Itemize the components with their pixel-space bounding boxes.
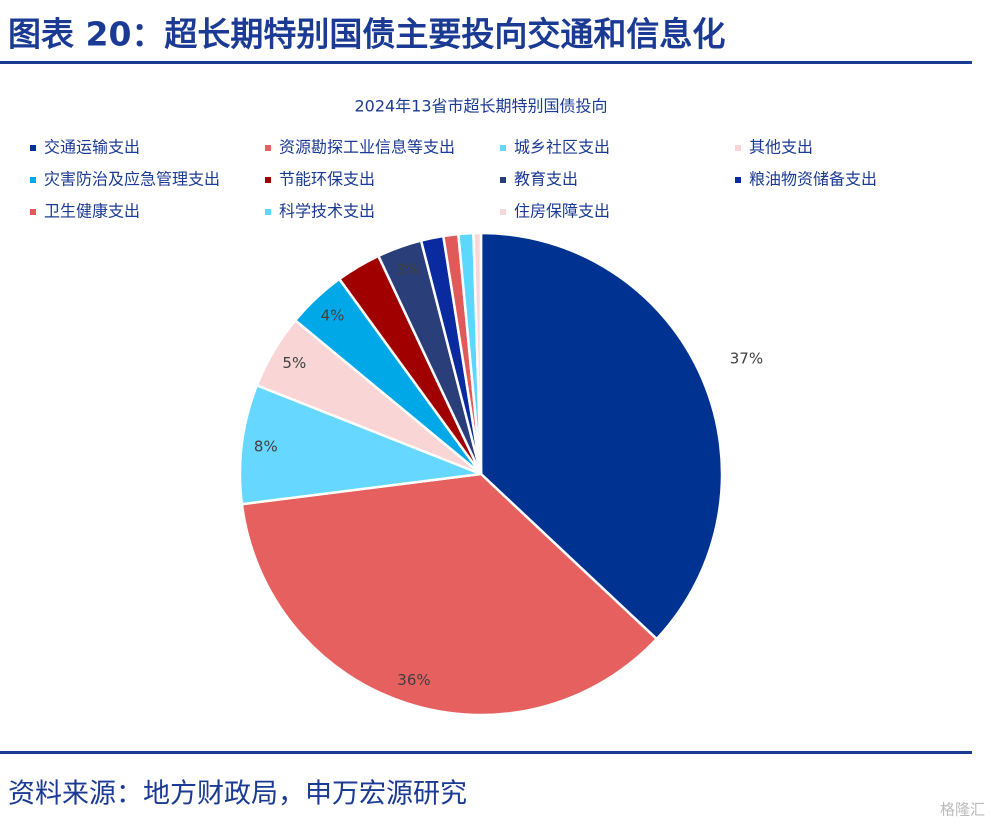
- legend-swatch: [265, 209, 271, 215]
- pie-slice: [479, 231, 724, 641]
- legend-swatch: [265, 145, 271, 151]
- legend-swatch: [30, 177, 36, 183]
- value-label: 36%: [397, 671, 430, 689]
- legend-label: 节能环保支出: [279, 170, 375, 189]
- legend-swatch: [500, 177, 506, 183]
- pie-slice: [238, 383, 482, 506]
- legend-swatch: [265, 177, 271, 183]
- chart-title: 2024年13省市超长期特别国债投向: [354, 97, 607, 116]
- legend-label: 粮油物资储备支出: [749, 170, 877, 189]
- source: 资料来源：地方财政局，申万宏源研究: [8, 779, 467, 810]
- value-label: 5%: [282, 354, 306, 372]
- legend-label: 资源勘探工业信息等支出: [279, 138, 455, 157]
- value-label: 3%: [396, 260, 420, 278]
- legend-label: 科学技术支出: [279, 202, 375, 221]
- legend-label: 教育支出: [514, 170, 578, 189]
- value-label: 37%: [730, 350, 763, 368]
- value-label: 8%: [254, 437, 278, 455]
- legend-swatch: [500, 209, 506, 215]
- pie-slice: [472, 231, 483, 475]
- header-title: 图表 20：超长期特别国债主要投向交通和信息化: [8, 15, 725, 54]
- legend-label: 城乡社区支出: [514, 138, 610, 157]
- header-rule: [0, 61, 972, 64]
- legend-swatch: [500, 145, 506, 151]
- pie-slice: [240, 472, 659, 717]
- value-label: 4%: [321, 306, 345, 324]
- legend-swatch: [735, 177, 741, 183]
- legend-label: 其他支出: [749, 138, 813, 157]
- legend-label: 灾害防治及应急管理支出: [44, 170, 220, 189]
- legend-swatch: [30, 209, 36, 215]
- pie: 37% 36% 8% 5% 4% 3%: [238, 231, 763, 717]
- watermark: 格隆汇: [940, 801, 985, 819]
- footer-rule: [0, 751, 972, 754]
- legend-label: 交通运输支出: [44, 138, 140, 157]
- legend-label: 卫生健康支出: [44, 202, 140, 221]
- legend-swatch: [735, 145, 741, 151]
- legend-swatch: [30, 145, 36, 151]
- legend-label: 住房保障支出: [514, 202, 610, 221]
